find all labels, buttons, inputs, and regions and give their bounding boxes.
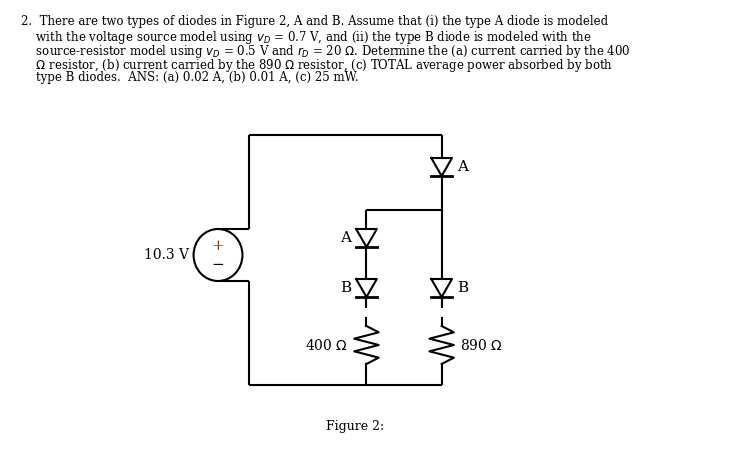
Text: Figure 2:: Figure 2: (326, 420, 384, 433)
Text: $\Omega$ resistor, (b) current carried by the 890 $\Omega$ resistor, (c) TOTAL a: $\Omega$ resistor, (b) current carried b… (21, 57, 613, 74)
Text: 890 $\Omega$: 890 $\Omega$ (460, 337, 503, 353)
Text: source-resistor model using $v_D$ = 0.5 V and $r_D$ = 20 $\Omega$. Determine the: source-resistor model using $v_D$ = 0.5 … (21, 43, 630, 60)
Text: 10.3 V: 10.3 V (144, 248, 189, 262)
Text: type B diodes.  ANS: (a) 0.02 A, (b) 0.01 A, (c) 25 mW.: type B diodes. ANS: (a) 0.02 A, (b) 0.01… (21, 71, 358, 84)
Text: with the voltage source model using $v_D$ = 0.7 V, and (ii) the type B diode is : with the voltage source model using $v_D… (21, 29, 592, 46)
Text: A: A (457, 160, 468, 174)
Text: 400 $\Omega$: 400 $\Omega$ (304, 337, 348, 353)
Text: +: + (211, 239, 224, 253)
Text: B: B (457, 281, 468, 295)
Text: 2.  There are two types of diodes in Figure 2, A and B. Assume that (i) the type: 2. There are two types of diodes in Figu… (21, 15, 608, 28)
Text: A: A (340, 231, 352, 245)
Text: −: − (211, 258, 224, 272)
Text: B: B (340, 281, 352, 295)
